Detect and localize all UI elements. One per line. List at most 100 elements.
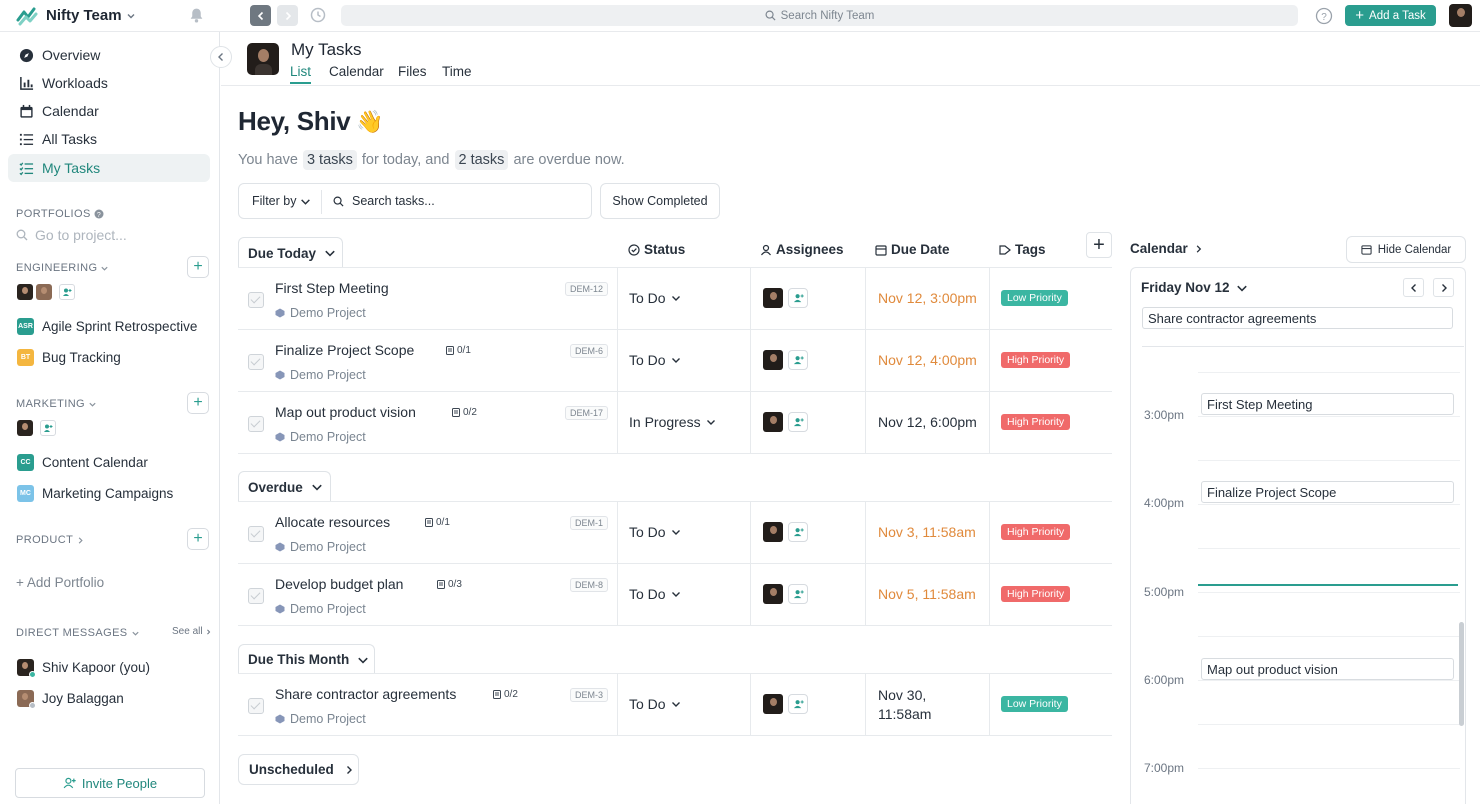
sidebar-item-overview[interactable]: Overview	[8, 41, 210, 69]
status-dropdown[interactable]: To Do	[629, 352, 681, 368]
calendar-next-button[interactable]	[1433, 278, 1454, 297]
task-row[interactable]: Finalize Project Scope 0/1 Demo Project …	[238, 329, 1112, 391]
group-due-this-month[interactable]: Due This Month	[238, 644, 375, 674]
calendar-event[interactable]: Map out product vision	[1201, 658, 1454, 680]
complete-checkbox[interactable]	[248, 416, 264, 432]
today-count-pill[interactable]: 3 tasks	[302, 150, 357, 170]
filter-by-dropdown[interactable]: Filter by	[252, 194, 311, 208]
add-assignee-icon[interactable]	[788, 522, 808, 542]
task-project[interactable]: Demo Project	[275, 430, 366, 444]
invite-people-button[interactable]: Invite People	[15, 768, 205, 798]
task-name[interactable]: Develop budget plan	[275, 576, 404, 592]
group-due-today[interactable]: Due Today	[238, 237, 343, 268]
status-dropdown[interactable]: To Do	[629, 696, 681, 712]
dm-shiv-kapoor[interactable]: Shiv Kapoor (you)	[17, 659, 150, 678]
back-button[interactable]	[250, 5, 271, 26]
complete-checkbox[interactable]	[248, 292, 264, 308]
priority-tag[interactable]: Low Priority	[1001, 290, 1068, 306]
assignee-avatar[interactable]	[763, 288, 783, 308]
complete-checkbox[interactable]	[248, 526, 264, 542]
complete-checkbox[interactable]	[248, 698, 264, 714]
add-assignee-icon[interactable]	[788, 584, 808, 604]
bell-icon[interactable]	[188, 7, 205, 24]
task-project[interactable]: Demo Project	[275, 306, 366, 320]
project-content-calendar[interactable]: CC Content Calendar	[17, 454, 148, 471]
calendar-prev-button[interactable]	[1403, 278, 1424, 297]
tab-time[interactable]: Time	[442, 64, 472, 79]
due-date[interactable]: Nov 12, 4:00pm	[878, 352, 977, 368]
sidebar-item-calendar[interactable]: Calendar	[8, 97, 210, 125]
calendar-panel-title[interactable]: Calendar	[1130, 241, 1203, 256]
assignee-avatar[interactable]	[763, 350, 783, 370]
sidebar-item-all-tasks[interactable]: All Tasks	[8, 125, 210, 153]
product-heading[interactable]: PRODUCT	[16, 534, 85, 546]
add-assignee-icon[interactable]	[788, 412, 808, 432]
assignee-avatar[interactable]	[763, 412, 783, 432]
status-dropdown[interactable]: To Do	[629, 524, 681, 540]
help-icon[interactable]: ?	[1315, 7, 1333, 25]
group-overdue[interactable]: Overdue	[238, 471, 331, 502]
complete-checkbox[interactable]	[248, 588, 264, 604]
task-project[interactable]: Demo Project	[275, 368, 366, 382]
task-row[interactable]: Allocate resources 0/1 Demo Project DEM-…	[238, 501, 1112, 563]
search-tasks-input[interactable]: Search tasks...	[333, 194, 435, 208]
due-date[interactable]: Nov 12, 6:00pm	[878, 414, 977, 430]
task-project[interactable]: Demo Project	[275, 540, 366, 554]
priority-tag[interactable]: Low Priority	[1001, 696, 1068, 712]
engineering-heading[interactable]: ENGINEERING	[16, 262, 109, 274]
marketing-heading[interactable]: MARKETING	[16, 398, 97, 410]
sidebar-item-my-tasks[interactable]: My Tasks	[8, 154, 210, 182]
member-avatar[interactable]	[17, 420, 33, 436]
calendar-event[interactable]: Finalize Project Scope	[1201, 481, 1454, 503]
go-to-project-input[interactable]: Go to project...	[16, 227, 127, 243]
column-tags[interactable]: Tags	[999, 242, 1046, 257]
tab-calendar[interactable]: Calendar	[329, 64, 384, 79]
assignee-avatar[interactable]	[763, 584, 783, 604]
member-avatar[interactable]	[36, 284, 52, 300]
team-switcher[interactable]: Nifty Team	[46, 7, 136, 24]
add-marketing-project-button[interactable]: +	[187, 392, 209, 414]
sidebar-item-workloads[interactable]: Workloads	[8, 69, 210, 97]
hide-calendar-button[interactable]: Hide Calendar	[1346, 236, 1466, 263]
task-name[interactable]: First Step Meeting	[275, 280, 389, 296]
add-member-icon[interactable]	[40, 420, 56, 436]
task-name[interactable]: Share contractor agreements	[275, 686, 457, 702]
task-row[interactable]: Develop budget plan 0/3 Demo Project DEM…	[238, 563, 1112, 626]
priority-tag[interactable]: High Priority	[1001, 352, 1071, 368]
task-row[interactable]: Share contractor agreements 0/2 Demo Pro…	[238, 673, 1112, 736]
see-all-link[interactable]: See all	[172, 626, 212, 637]
add-task-button[interactable]: + Add a Task	[1345, 5, 1436, 26]
due-date[interactable]: Nov 30, 11:58am	[878, 686, 931, 724]
calendar-event[interactable]: First Step Meeting	[1201, 393, 1454, 415]
priority-tag[interactable]: High Priority	[1001, 414, 1071, 430]
project-bug-tracking[interactable]: BT Bug Tracking	[17, 349, 121, 366]
all-day-event[interactable]: Share contractor agreements	[1142, 307, 1453, 329]
status-dropdown[interactable]: To Do	[629, 586, 681, 602]
overdue-count-pill[interactable]: 2 tasks	[454, 150, 509, 170]
task-name[interactable]: Map out product vision	[275, 404, 416, 420]
tab-files[interactable]: Files	[398, 64, 427, 79]
user-avatar[interactable]	[1449, 4, 1472, 27]
dm-joy-balaggan[interactable]: Joy Balaggan	[17, 690, 124, 709]
task-row[interactable]: Map out product vision 0/2 Demo Project …	[238, 391, 1112, 454]
project-marketing-campaigns[interactable]: MC Marketing Campaigns	[17, 485, 173, 502]
column-status[interactable]: Status	[628, 242, 685, 257]
tab-list[interactable]: List	[290, 64, 311, 79]
add-portfolio-link[interactable]: + Add Portfolio	[16, 575, 105, 590]
add-engineering-project-button[interactable]: +	[187, 256, 209, 278]
group-unscheduled[interactable]: Unscheduled	[238, 754, 359, 785]
assignee-avatar[interactable]	[763, 694, 783, 714]
add-assignee-icon[interactable]	[788, 694, 808, 714]
priority-tag[interactable]: High Priority	[1001, 524, 1071, 540]
calendar-date-picker[interactable]: Friday Nov 12	[1141, 280, 1248, 295]
due-date[interactable]: Nov 5, 11:58am	[878, 586, 976, 602]
task-project[interactable]: Demo Project	[275, 712, 366, 726]
add-assignee-icon[interactable]	[788, 350, 808, 370]
add-assignee-icon[interactable]	[788, 288, 808, 308]
status-dropdown[interactable]: To Do	[629, 290, 681, 306]
due-date[interactable]: Nov 12, 3:00pm	[878, 290, 977, 306]
add-column-button[interactable]: +	[1086, 232, 1112, 258]
add-member-icon[interactable]	[59, 284, 75, 300]
complete-checkbox[interactable]	[248, 354, 264, 370]
column-due-date[interactable]: Due Date	[875, 242, 950, 257]
